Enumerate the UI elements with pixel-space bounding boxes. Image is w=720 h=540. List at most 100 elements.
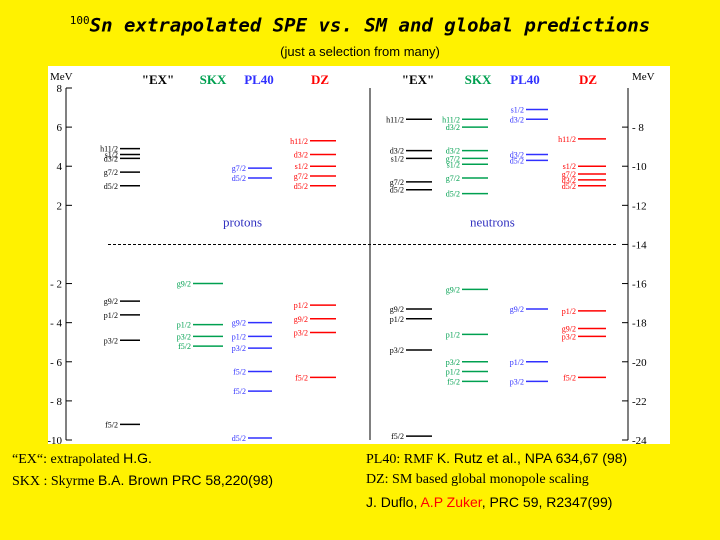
- protons-ex-level-label: d3/2: [104, 154, 118, 163]
- protons-pl40-level-label: g7/2: [232, 164, 246, 173]
- protons-dz-level-label: g7/2: [294, 172, 308, 181]
- neutrons-skx-level-label: g9/2: [446, 285, 460, 294]
- neutrons-dz-level-label: s1/2: [563, 162, 576, 171]
- neutrons-dz-level-label: g9/2: [562, 325, 576, 334]
- protons-ex-level-label: p3/2: [104, 336, 118, 345]
- right-tick-label: -18: [632, 318, 647, 330]
- protons-dz-level-label: d5/2: [294, 182, 308, 191]
- protons-dz-level-label: p1/2: [294, 301, 308, 310]
- protons-dz-level-label: g9/2: [294, 315, 308, 324]
- protons-dz-level-label: s1/2: [295, 162, 308, 171]
- right-tick-label: -20: [632, 357, 647, 369]
- footer-references: “EX“: extrapolated H.G. SKX : Skyrme B.A…: [0, 448, 720, 540]
- right-tick-label: -16: [632, 279, 647, 291]
- neutrons-ex-level-label: s1/2: [391, 154, 404, 163]
- nucleus-symbol: Sn: [89, 14, 113, 37]
- header-dz-protons: DZ: [311, 72, 329, 87]
- header-skx-neutrons: SKX: [465, 72, 492, 87]
- neutrons-skx-level-label: h11/2: [442, 115, 460, 124]
- neutrons-skx-level-label: g7/2: [446, 174, 460, 183]
- neutrons-skx-level-label: d3/2: [446, 147, 460, 156]
- protons-pl40-level-label: f5/2: [233, 387, 246, 396]
- title-text: extrapolated SPE vs. SM and global predi…: [112, 14, 651, 37]
- protons-label: protons: [223, 214, 262, 229]
- neutrons-pl40-level-label: d3/2: [510, 150, 524, 159]
- neutrons-skx-level-label: p3/2: [446, 358, 460, 367]
- left-tick-label: - 2: [50, 279, 62, 291]
- footer-skx-prefix: SKX : Skyrme: [12, 474, 98, 489]
- level-diagram-panel: MeV MeV -10 - 8 - 6 - 4 - 2 2 4 6 8 -24 -22 -20 -18 -16…: [47, 66, 670, 447]
- mass-number: 100: [69, 14, 90, 27]
- right-tick-label: -12: [632, 200, 647, 212]
- neutrons-dz-level-label: d3/2: [562, 176, 576, 185]
- neutrons-skx-level-label: f5/2: [447, 377, 460, 386]
- protons-ex-level-label: s1/2: [105, 150, 118, 159]
- protons-pl40-level-label: p1/2: [232, 332, 246, 341]
- neutrons-ex-level-label: g7/2: [390, 178, 404, 187]
- protons-dz-level-label: p3/2: [294, 328, 308, 337]
- header-dz-neutrons: DZ: [579, 72, 597, 87]
- right-tick-label: -24: [632, 435, 647, 444]
- neutrons-skx-level-label: p1/2: [446, 368, 460, 377]
- neutrons-ex-level-label: d5/2: [390, 186, 404, 195]
- header-pl40-neutrons: PL40: [510, 72, 540, 87]
- protons-ex-level-label: g7/2: [104, 168, 118, 177]
- left-tick-label: 2: [57, 200, 63, 212]
- footer-journal: , PRC 59, R2347(99): [481, 494, 613, 510]
- neutrons-pl40-level-label: p3/2: [510, 377, 524, 386]
- neutrons-ex-level-label: g9/2: [390, 305, 404, 314]
- protons-dz-level-label: d3/2: [294, 150, 308, 159]
- subtitle: (just a selection from many): [280, 44, 440, 59]
- protons-pl40-level-label: f5/2: [233, 368, 246, 377]
- neutrons-dz-level-label: p1/2: [562, 307, 576, 316]
- left-tick-label: 6: [57, 122, 63, 134]
- left-tick-label: - 8: [50, 396, 62, 408]
- right-tick-label: -14: [632, 239, 647, 251]
- protons-dz-level-label: f5/2: [295, 373, 308, 382]
- protons-ex-level-label: d5/2: [104, 182, 118, 191]
- neutrons-skx-level-label: d3/2: [446, 123, 460, 132]
- header-ex-protons: "EX": [142, 72, 175, 87]
- neutrons-pl40-level-label: s1/2: [511, 106, 524, 115]
- neutrons-ex-level-label: p3/2: [390, 346, 404, 355]
- protons-ex-level-label: g9/2: [104, 297, 118, 306]
- protons-skx-level-label: p3/2: [177, 332, 191, 341]
- page-title: 100Sn extrapolated SPE vs. SM and global…: [0, 14, 720, 36]
- protons-skx-level-label: f5/2: [178, 342, 191, 351]
- neutrons-dz-level-label: p3/2: [562, 332, 576, 341]
- level-diagram: MeV MeV -10 - 8 - 6 - 4 - 2 2 4 6 8 -24 -22 -20 -18 -16…: [47, 71, 655, 447]
- footer-skx-author: B.A. Brown PRC 58,220(98): [97, 472, 274, 488]
- neutrons-skx-level-label: g7/2: [446, 154, 460, 163]
- protons-pl40-level-label: d5/2: [232, 434, 246, 443]
- neutrons-label: neutrons: [470, 214, 515, 229]
- neutrons-pl40-level-label: d3/2: [510, 115, 524, 124]
- footer-ex-author: H.G.: [123, 450, 152, 466]
- header-ex-neutrons: "EX": [402, 72, 435, 87]
- protons-ex-level-label: h11/2: [100, 145, 118, 154]
- left-tick-label: 8: [57, 83, 63, 95]
- neutrons-dz-level-label: g7/2: [562, 170, 576, 179]
- protons-skx-level-label: p1/2: [177, 321, 191, 330]
- footer-pl40-author: K. Rutz et al., NPA 634,67 (98): [436, 450, 628, 466]
- neutrons-ex-level-label: h11/2: [386, 115, 404, 124]
- footer-zuker: A.P Zuker: [420, 494, 482, 510]
- footer-dz-authors: J. Duflo, A.P Zuker, PRC 59, R2347(99): [366, 494, 612, 510]
- neutrons-ex-level-label: f5/2: [391, 432, 404, 441]
- neutrons-skx-level-label: s1/2: [447, 160, 460, 169]
- neutrons-dz-level-label: h11/2: [558, 135, 576, 144]
- neutrons-dz-level-label: f5/2: [563, 373, 576, 382]
- neutrons-ex-level-label: d3/2: [390, 147, 404, 156]
- right-tick-label: -10: [632, 161, 647, 173]
- right-tick-label: - 8: [632, 122, 644, 134]
- neutrons-skx-level-label: d5/2: [446, 190, 460, 199]
- left-tick-label: -10: [48, 435, 62, 444]
- left-tick-label: - 6: [50, 357, 62, 369]
- right-unit-label: MeV: [632, 71, 655, 83]
- protons-skx-level-label: g9/2: [177, 280, 191, 289]
- neutrons-pl40-level-label: g9/2: [510, 305, 524, 314]
- protons-pl40-level-label: g9/2: [232, 319, 246, 328]
- protons-pl40-level-label: d5/2: [232, 174, 246, 183]
- footer-dz-ref: DZ: SM based global monopole scaling: [366, 472, 589, 487]
- protons-ex-level-label: f5/2: [105, 420, 118, 429]
- neutrons-skx-level-label: p1/2: [446, 330, 460, 339]
